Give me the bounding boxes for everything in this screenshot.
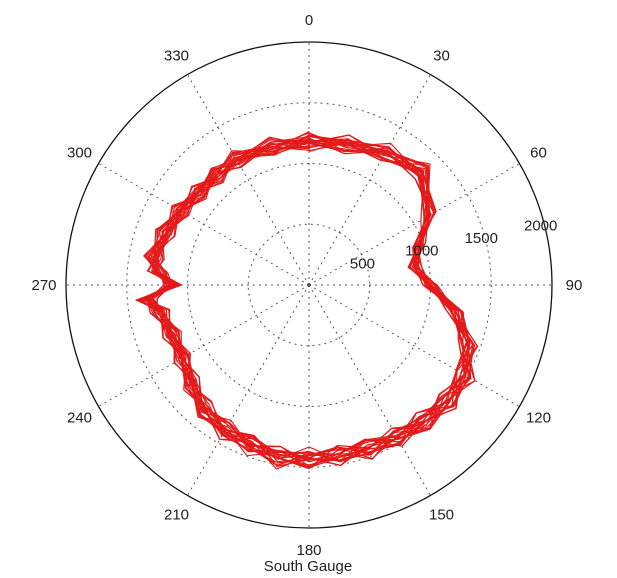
trace-loop [138, 139, 470, 460]
angle-spoke [98, 284, 310, 407]
data-traces [135, 131, 479, 470]
angle-tick-labels: 0 30 60 90 120 150 180 210 240 270 300 330 [31, 12, 582, 559]
radial-tick-label: 1000 [405, 243, 438, 260]
angle-tick-label: 60 [530, 145, 547, 162]
radial-tick-label: 500 [350, 255, 375, 272]
angle-tick-label: 0 [305, 12, 313, 29]
angle-spoke [308, 74, 431, 286]
angle-spoke [187, 74, 310, 286]
trace-loop [137, 142, 476, 461]
outer-boundary-circle [65, 41, 553, 529]
angle-tick-label: 330 [164, 48, 189, 65]
radial-tick-labels: 500 1000 1500 2000 [350, 217, 557, 272]
angle-tick-label: 120 [526, 410, 551, 427]
angle-tick-label: 240 [67, 410, 92, 427]
radial-tick-label: 1500 [465, 230, 498, 247]
angle-spoke [308, 284, 431, 496]
trace-loop [148, 135, 470, 468]
trace-loop [145, 138, 466, 466]
angle-tick-label: 90 [566, 277, 583, 294]
x-axis-label: South Gauge [264, 558, 352, 575]
angle-tick-label: 300 [67, 145, 92, 162]
radial-grid-circle [126, 102, 492, 468]
angle-spoke [98, 163, 310, 286]
radial-tick-label: 2000 [524, 217, 557, 234]
trace-loop [143, 138, 467, 467]
angle-tick-label: 30 [433, 48, 450, 65]
angle-spoke [308, 284, 520, 407]
trace-loop [143, 136, 466, 459]
angle-tick-label: 180 [296, 542, 321, 559]
angle-spoke [187, 284, 310, 496]
angle-tick-label: 210 [164, 506, 189, 523]
angle-tick-label: 150 [429, 506, 454, 523]
angle-spoke [308, 163, 520, 286]
angle-tick-label: 270 [31, 277, 56, 294]
trace-loop [146, 131, 479, 463]
